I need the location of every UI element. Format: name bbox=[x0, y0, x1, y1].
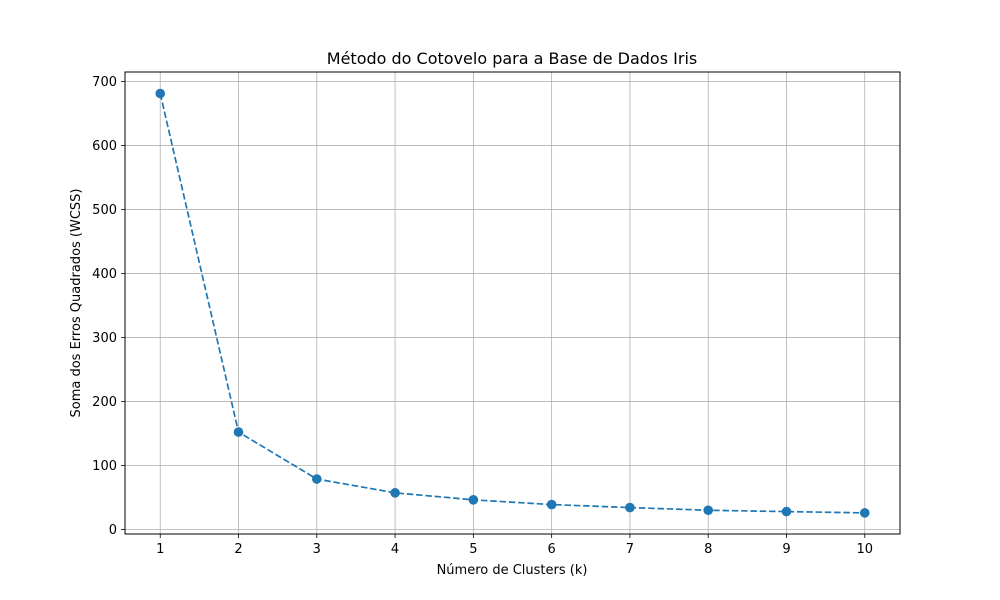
data-point bbox=[703, 505, 714, 516]
data-point bbox=[468, 495, 479, 505]
x-tick-label: 4 bbox=[391, 542, 399, 557]
x-axis-ticks: 1 2 3 4 5 6 7 8 9 10 bbox=[156, 534, 873, 557]
x-tick-label: 5 bbox=[469, 542, 477, 557]
chart-title: Método do Cotovelo para a Base de Dados … bbox=[327, 49, 697, 68]
data-point bbox=[233, 427, 244, 437]
x-tick-label: 10 bbox=[856, 542, 873, 557]
x-tick-label: 1 bbox=[156, 542, 164, 557]
x-tick-label: 7 bbox=[626, 542, 634, 557]
x-tick-label: 3 bbox=[313, 542, 321, 557]
x-axis-label: Número de Clusters (k) bbox=[437, 563, 588, 578]
y-tick-label: 700 bbox=[92, 75, 117, 90]
data-point bbox=[859, 508, 870, 518]
x-tick-label: 8 bbox=[704, 542, 712, 557]
y-axis-label: Soma dos Erros Quadrados (WCSS) bbox=[69, 188, 84, 417]
plot-frame bbox=[124, 71, 901, 535]
y-tick-label: 100 bbox=[92, 459, 117, 474]
data-point bbox=[311, 474, 322, 484]
data-point bbox=[625, 502, 635, 513]
y-tick-label: 300 bbox=[92, 331, 117, 346]
y-tick-label: 200 bbox=[92, 395, 117, 410]
x-tick-label: 2 bbox=[234, 542, 242, 557]
series-line bbox=[159, 93, 865, 514]
y-tick-label: 500 bbox=[92, 203, 117, 218]
data-point bbox=[390, 488, 400, 498]
grid bbox=[125, 72, 900, 534]
data-point bbox=[155, 88, 166, 99]
y-tick-label: 600 bbox=[92, 139, 117, 154]
y-tick-label: 400 bbox=[92, 267, 117, 282]
y-tick-label: 0 bbox=[109, 523, 117, 538]
data-point bbox=[781, 506, 792, 517]
data-point bbox=[546, 499, 557, 510]
y-axis-ticks: 0 100 200 300 400 500 600 700 bbox=[92, 75, 125, 538]
x-tick-label: 6 bbox=[548, 542, 556, 557]
x-tick-label: 9 bbox=[782, 542, 790, 557]
series-group bbox=[155, 88, 870, 518]
